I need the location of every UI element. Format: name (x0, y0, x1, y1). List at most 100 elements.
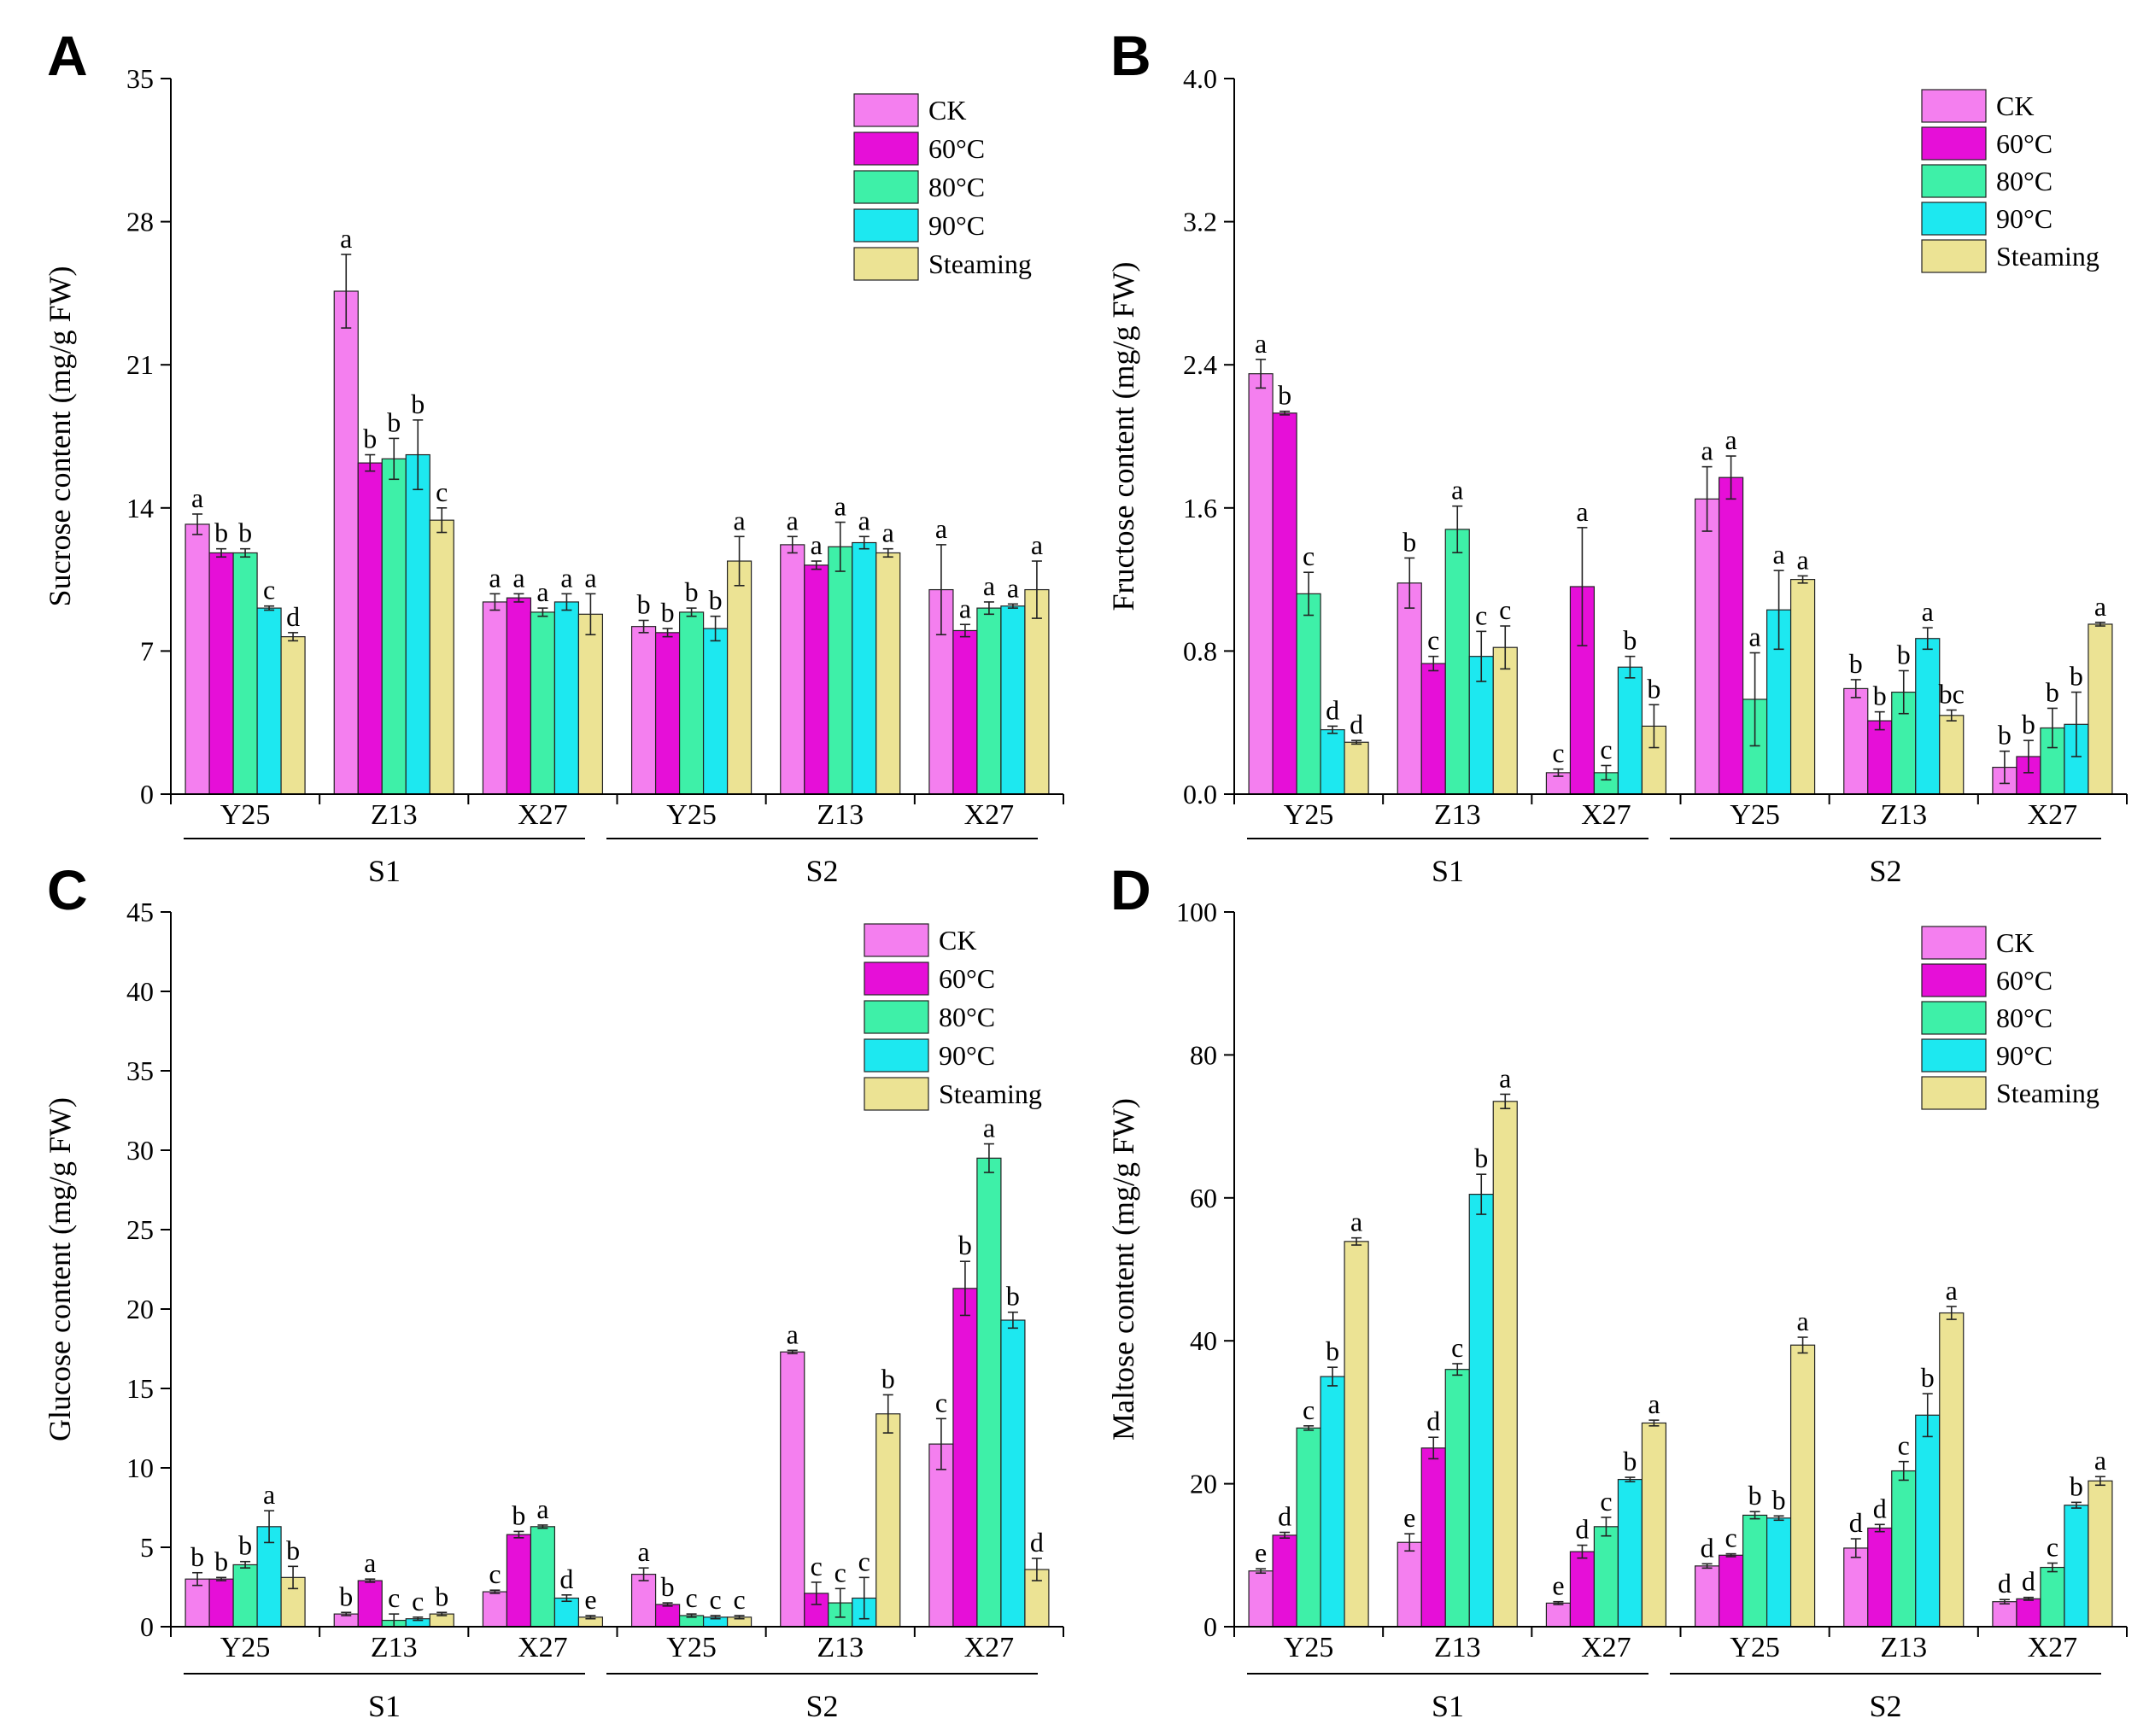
error-bar (585, 593, 596, 636)
significance-letter: a (1796, 1306, 1808, 1336)
bar-ck-3 (630, 626, 657, 795)
category-label: X27 (964, 1632, 1015, 1663)
significance-letter: b (2070, 1470, 2083, 1501)
category-label: Y25 (1284, 799, 1334, 831)
error-bar (1701, 465, 1713, 532)
significance-letter: c (2047, 1532, 2058, 1563)
legend-swatch (864, 1077, 929, 1111)
bar-90c-4 (1915, 638, 1941, 795)
significance-letter: b (339, 1581, 353, 1611)
error-bar (935, 1417, 946, 1470)
error-bar (882, 1394, 893, 1434)
bar-ck-3 (630, 1574, 657, 1628)
error-bar (1500, 625, 1511, 670)
error-bar (710, 615, 721, 642)
significance-letter: b (238, 1530, 252, 1561)
error-bar (2047, 707, 2058, 749)
significance-letter: b (661, 1571, 675, 1602)
bar-60c-1 (357, 462, 383, 795)
significance-letter: b (1623, 1446, 1637, 1476)
error-bar (1303, 571, 1315, 617)
significance-letter: c (1427, 625, 1439, 656)
category-label: Z13 (817, 1632, 864, 1663)
legend-swatch (1921, 963, 1987, 997)
error-bar (1303, 1425, 1315, 1431)
bar-80c-0 (232, 552, 258, 795)
error-bar (341, 1611, 352, 1616)
legend-label: 90°C (939, 1040, 995, 1071)
y-tick-label: 0.8 (1183, 635, 1217, 666)
error-bar (811, 560, 822, 570)
significance-letter: a (1350, 1207, 1362, 1237)
bar-80c-1 (1444, 1369, 1470, 1628)
error-bar (1031, 560, 1042, 619)
significance-letter: e (1552, 1570, 1564, 1601)
error-bar (638, 619, 649, 634)
y-tick-label: 0 (1203, 1611, 1217, 1642)
error-bar (1625, 655, 1636, 679)
significance-letter: a (1748, 621, 1760, 652)
bar-ck-4 (1843, 1547, 1869, 1628)
bar-ck-2 (1545, 1602, 1572, 1628)
y-tick-label: 15 (126, 1373, 154, 1404)
significance-letter: d (1278, 1501, 1291, 1532)
stage-label: S2 (805, 1689, 838, 1723)
significance-letter: a (1007, 572, 1019, 603)
bar-ck-0 (1248, 373, 1274, 795)
significance-letter: a (834, 491, 846, 522)
bar-steaming-5 (2088, 623, 2113, 795)
category-label: Y25 (1284, 1632, 1334, 1663)
legend-swatch (864, 1038, 929, 1073)
bar-steaming-4 (875, 1413, 901, 1628)
error-bar (2023, 739, 2034, 774)
error-bar (1773, 1515, 1784, 1522)
significance-letter: a (1031, 529, 1043, 560)
y-tick-label: 21 (126, 349, 154, 380)
bar-ck-4 (1843, 687, 1869, 795)
bar-90c-2 (1617, 666, 1643, 795)
significance-letter: a (263, 1479, 275, 1510)
bar-90c-4 (1915, 1414, 1941, 1628)
significance-letter: a (489, 562, 501, 593)
significance-letter: d (1326, 694, 1339, 725)
category-label: X27 (2028, 1632, 2078, 1663)
significance-letter: c (1552, 738, 1564, 769)
bar-60c-4 (1867, 1527, 1893, 1628)
legend-swatch (1921, 89, 1987, 123)
significance-letter: b (1326, 1336, 1339, 1366)
bar-60c-1 (357, 1580, 383, 1628)
bar-60c-2 (506, 597, 532, 795)
legend-swatch (864, 1000, 929, 1034)
significance-letter: d (286, 601, 300, 632)
bar-60c-5 (2016, 1598, 2041, 1628)
error-bar (834, 1587, 846, 1618)
bar-steaming-0 (280, 636, 306, 795)
error-bar (537, 607, 548, 617)
error-bar (341, 254, 352, 329)
bar-90c-3 (1766, 1517, 1792, 1628)
bar-steaming-3 (1789, 1344, 1816, 1628)
error-bar (1428, 1436, 1439, 1460)
y-tick-label: 35 (126, 1055, 154, 1086)
significance-letter: b (637, 588, 651, 619)
significance-letter: b (1623, 625, 1637, 656)
error-bar (1725, 1552, 1736, 1558)
category-label: Y25 (220, 1632, 271, 1663)
error-bar (216, 547, 227, 558)
bar-80c-2 (1593, 1526, 1619, 1628)
legend-swatch (1921, 1001, 1987, 1035)
y-tick-label: 4.0 (1183, 63, 1217, 94)
error-bar (561, 1594, 572, 1603)
legend-label: Steaming (939, 1078, 1042, 1109)
error-bar (1476, 1173, 1487, 1215)
legend-swatch (1921, 1038, 1987, 1073)
significance-letter: b (881, 1363, 895, 1394)
bar-steaming-2 (577, 613, 604, 795)
error-bar (1701, 1563, 1713, 1569)
significance-letter: b (435, 1581, 448, 1611)
legend-label: 80°C (928, 172, 985, 202)
error-bar (436, 1611, 448, 1616)
significance-letter: a (882, 517, 894, 548)
bar-80c-0 (1296, 593, 1321, 795)
error-bar (2094, 622, 2105, 627)
